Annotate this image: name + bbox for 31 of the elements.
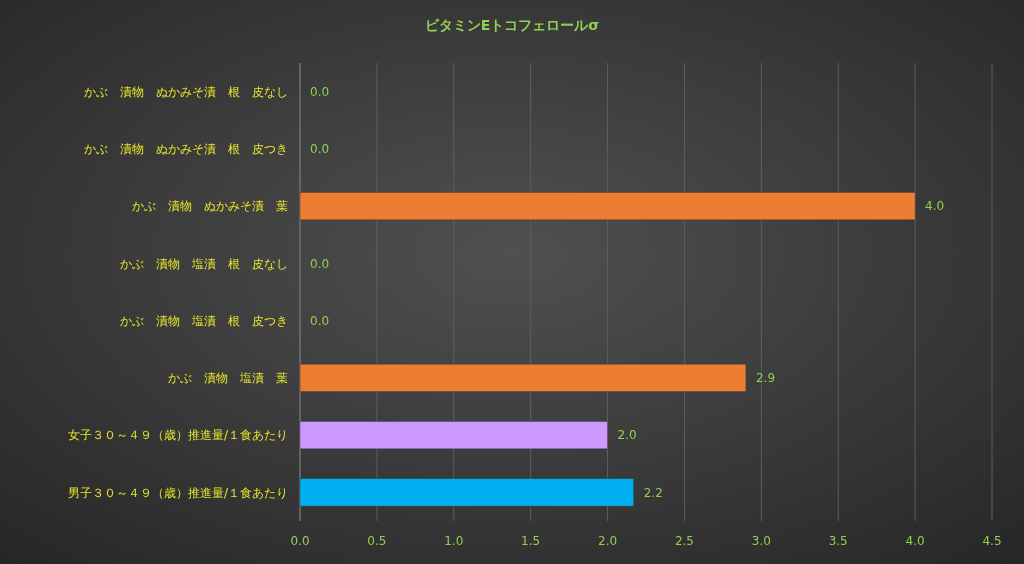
data-label: 4.0	[925, 199, 945, 214]
x-tick-label: 1.5	[521, 534, 541, 548]
x-tick-label: 1.0	[444, 534, 464, 548]
x-tick-label: 3.0	[751, 534, 771, 548]
data-label: 2.0	[617, 428, 637, 443]
x-tick-label: 0.0	[290, 534, 310, 548]
data-label: 0.0	[310, 313, 330, 328]
x-tick-label: 2.0	[598, 534, 618, 548]
y-tick-label: かぶ 漬物 ぬかみそ漬 根 皮つき	[84, 142, 288, 157]
y-tick-label: かぶ 漬物 塩漬 根 皮つき	[120, 313, 288, 328]
data-label: 0.0	[310, 142, 330, 157]
y-tick-label: かぶ 漬物 ぬかみそ漬 葉	[132, 199, 288, 214]
data-label: 0.0	[310, 256, 330, 271]
x-tick-label: 3.5	[828, 534, 848, 548]
bar	[299, 421, 608, 450]
x-tick-label: 4.5	[982, 534, 1002, 548]
bar	[299, 363, 747, 392]
bar	[299, 478, 634, 507]
data-label: 0.0	[310, 84, 330, 99]
x-tick-label: 4.0	[905, 534, 925, 548]
x-tick-label: 0.5	[367, 534, 387, 548]
y-tick-label: 男子３０～４９（歳）推進量/１食あたり	[67, 485, 288, 500]
y-tick-label: かぶ 漬物 塩漬 葉	[168, 371, 288, 386]
x-tick-label: 2.5	[674, 534, 694, 548]
bar	[299, 192, 916, 221]
y-tick-label: 女子３０～４９（歳）推進量/１食あたり	[67, 428, 288, 443]
y-tick-label: かぶ 漬物 塩漬 根 皮なし	[120, 256, 288, 271]
data-label: 2.2	[643, 485, 663, 500]
chart-title: ビタミンEトコフェロールσ	[424, 17, 600, 33]
y-tick-label: かぶ 漬物 ぬかみそ漬 根 皮なし	[84, 84, 288, 99]
data-label: 2.9	[755, 371, 776, 386]
